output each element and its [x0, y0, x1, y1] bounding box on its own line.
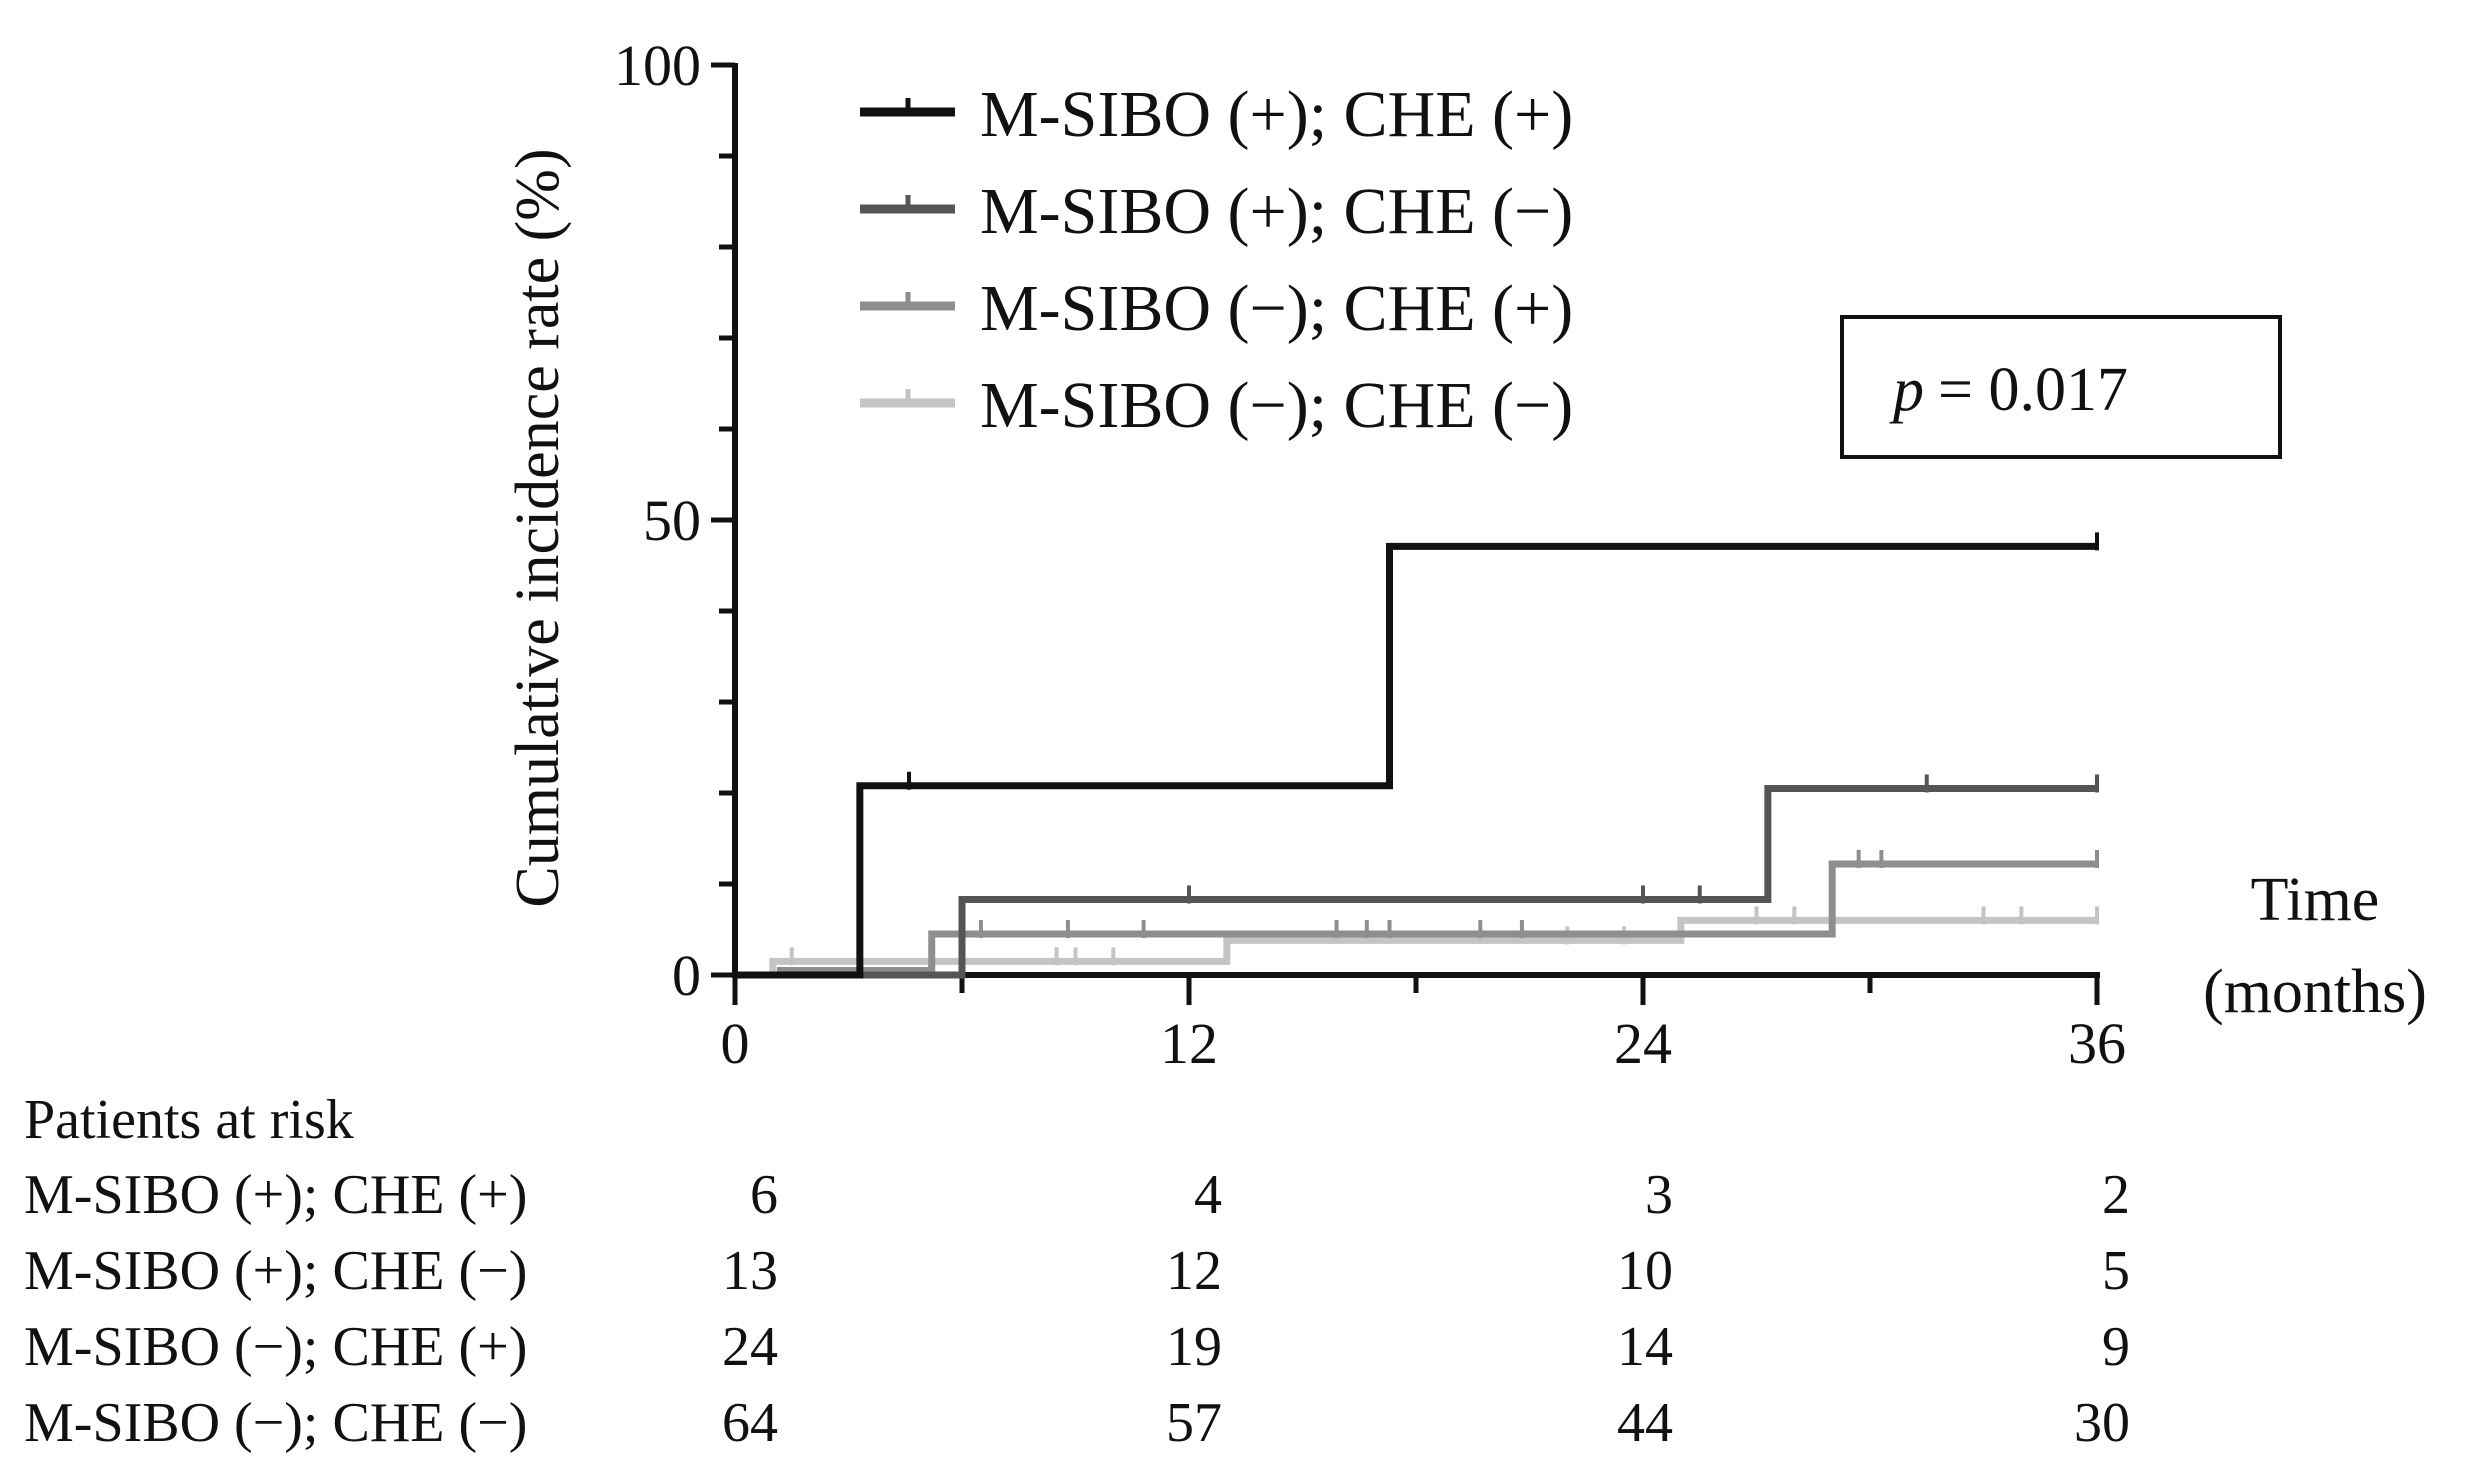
- risk-cell: 6: [750, 1164, 778, 1226]
- axes: 0 50 100 0 12 24 36 Cumulative incidence rate (…: [504, 33, 2427, 1076]
- risk-cell: 5: [2102, 1240, 2130, 1302]
- x-axis-label: Time: [2251, 866, 2380, 934]
- risk-cell: 4: [1194, 1164, 1222, 1226]
- risk-cell: 9: [2102, 1316, 2130, 1378]
- p-value-text: p = 0.017: [1889, 356, 2128, 424]
- y-tick-label: 50: [643, 488, 701, 553]
- series-layer: [735, 532, 2099, 979]
- risk-cell: 24: [722, 1316, 778, 1378]
- y-tick-label: 0: [672, 943, 701, 1008]
- risk-cell: 19: [1166, 1316, 1222, 1378]
- risk-cell: 12: [1166, 1240, 1222, 1302]
- legend-label: M-SIBO (−); CHE (+): [980, 272, 1573, 345]
- risk-cell: 44: [1617, 1392, 1673, 1454]
- risk-row-label: M-SIBO (+); CHE (−): [24, 1240, 527, 1302]
- x-tick-label: 24: [1614, 1011, 1672, 1076]
- x-tick-label: 36: [2068, 1011, 2126, 1076]
- legend-label: M-SIBO (+); CHE (+): [980, 78, 1573, 151]
- p-value-box: [1840, 315, 2282, 459]
- risk-row-label: M-SIBO (+); CHE (+): [24, 1164, 527, 1226]
- risk-cell: 3: [1645, 1164, 1673, 1226]
- p-value-annotation: p = 0.017: [1840, 315, 2282, 459]
- y-axis-label: Cumulative incidence rate (%): [504, 148, 572, 907]
- series-line: [735, 784, 2097, 979]
- risk-cell: 14: [1617, 1316, 1673, 1378]
- legend: M-SIBO (+); CHE (+) M-SIBO (+); CHE (−) M-…: [860, 78, 1573, 442]
- risk-cell: 2: [2102, 1164, 2130, 1226]
- risk-row-label: M-SIBO (−); CHE (+): [24, 1316, 527, 1378]
- risk-cell: 64: [722, 1392, 778, 1454]
- p-symbol: p: [1889, 356, 1924, 424]
- legend-label: M-SIBO (+); CHE (−): [980, 175, 1573, 248]
- x-axis-label: (months): [2203, 958, 2427, 1026]
- y-tick-label: 100: [614, 33, 701, 98]
- x-tick-label: 12: [1160, 1011, 1218, 1076]
- legend-label: M-SIBO (−); CHE (−): [980, 369, 1573, 442]
- risk-cell: 57: [1166, 1392, 1222, 1454]
- series-line: [735, 916, 2097, 979]
- risk-cell: 30: [2074, 1392, 2130, 1454]
- p-value: = 0.017: [1938, 356, 2128, 424]
- series-line: [735, 542, 2097, 979]
- x-tick-label: 0: [721, 1011, 750, 1076]
- risk-cell: 10: [1617, 1240, 1673, 1302]
- risk-table-title: Patients at risk: [24, 1089, 354, 1151]
- risk-row-label: M-SIBO (−); CHE (−): [24, 1392, 527, 1454]
- risk-cell: 13: [722, 1240, 778, 1302]
